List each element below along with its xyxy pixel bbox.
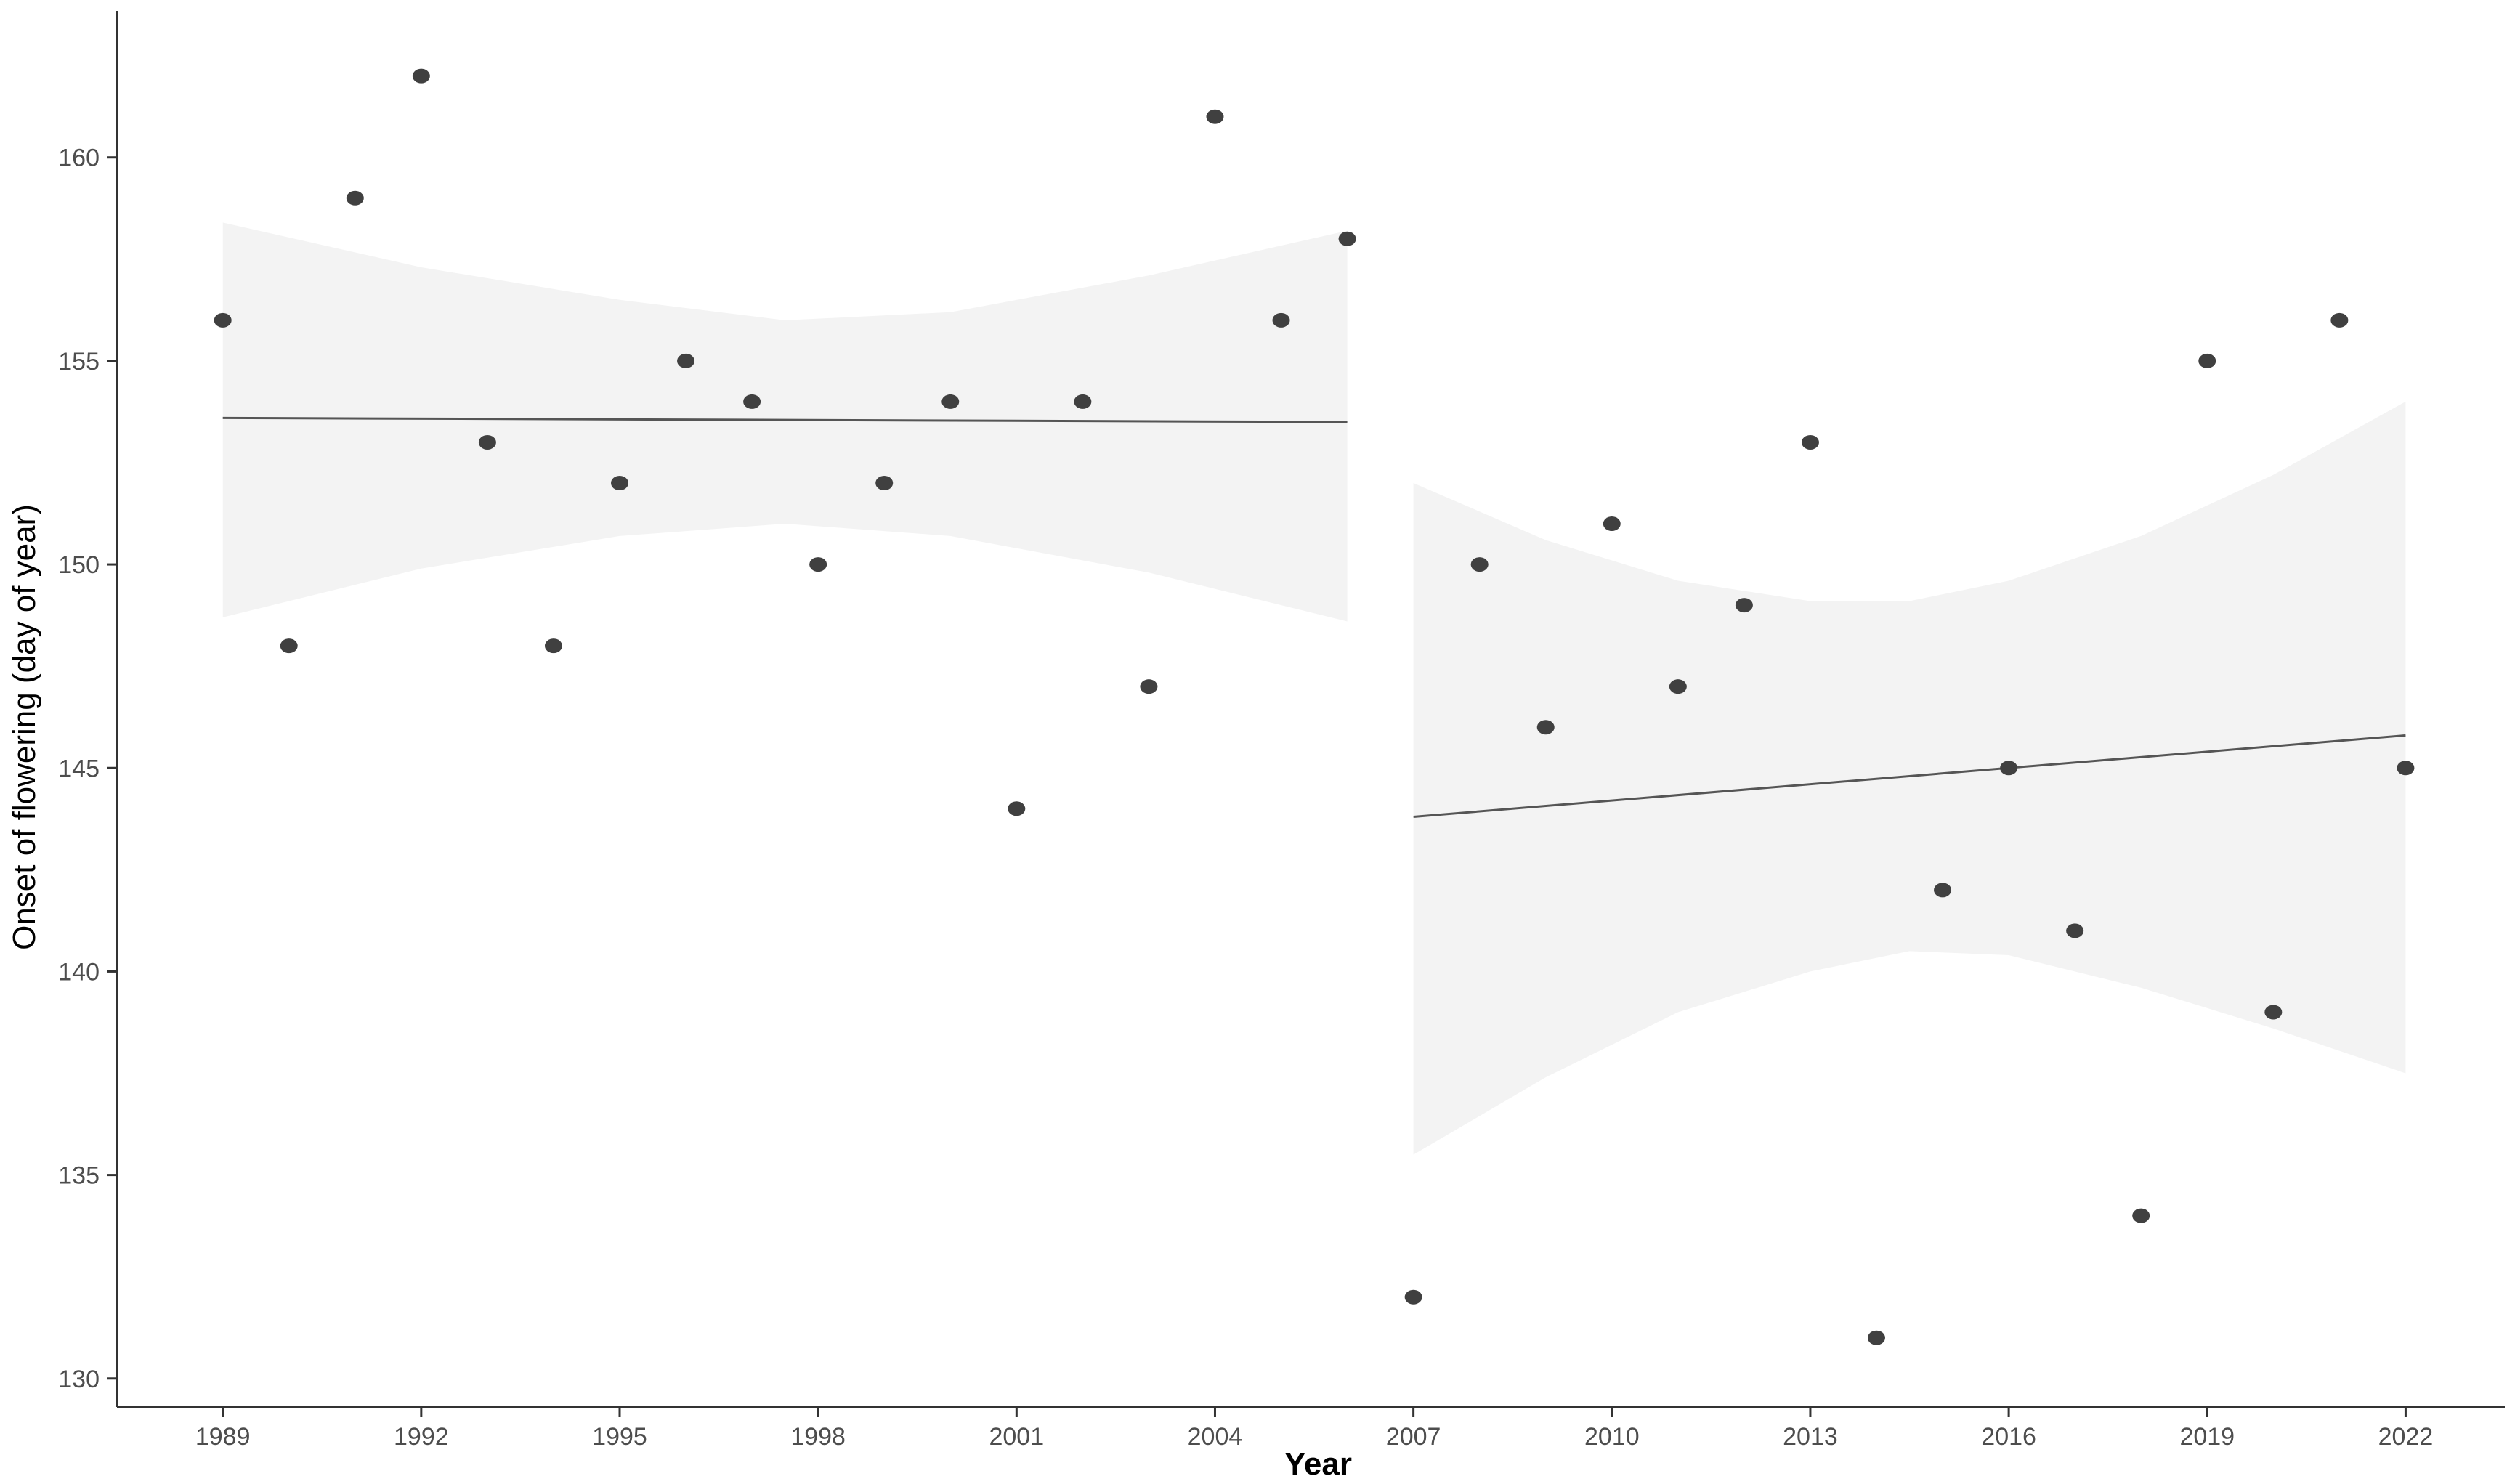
x-tick-label: 2022: [2378, 1423, 2434, 1451]
data-point: [809, 557, 827, 572]
confidence-band-2: [1413, 401, 2406, 1155]
y-tick-label: 140: [58, 958, 100, 986]
data-point: [875, 476, 894, 491]
data-point: [2066, 923, 2084, 938]
data-point: [743, 394, 761, 409]
y-axis-title: Onset of flowering (day of year): [7, 504, 42, 950]
data-point: [1206, 109, 1224, 124]
data-point: [1868, 1330, 1885, 1345]
data-point: [1338, 231, 1356, 246]
y-tick-label: 145: [58, 755, 100, 782]
data-point: [1404, 1289, 1422, 1305]
data-point: [2397, 761, 2415, 776]
data-point: [677, 353, 695, 368]
data-point: [214, 312, 232, 328]
x-tick-label: 2013: [1783, 1423, 1838, 1451]
data-point: [478, 434, 496, 450]
trend-lines: [222, 416, 2406, 818]
y-tick-label: 155: [58, 348, 100, 376]
data-point: [544, 638, 562, 654]
data-point: [2000, 761, 2018, 776]
data-point: [1536, 720, 1555, 735]
data-points: [214, 68, 2415, 1345]
data-point: [412, 68, 430, 84]
y-tick-label: 150: [58, 551, 100, 579]
x-tick-label: 2016: [1981, 1423, 2036, 1451]
x-tick-label: 2001: [989, 1423, 1044, 1451]
x-tick-label: 1995: [592, 1423, 647, 1451]
data-point: [1603, 516, 1621, 532]
data-point: [611, 476, 628, 491]
x-axis-title: Year: [1284, 1446, 1352, 1482]
y-tick-label: 135: [58, 1162, 100, 1190]
data-point: [941, 394, 960, 409]
x-axis-ticks: 1989 1992 1995 1998 2001 2004 2007 2010 2013 2016…: [195, 1407, 2433, 1451]
data-point: [1669, 679, 1687, 694]
data-point: [2264, 1005, 2283, 1020]
data-point: [1074, 394, 1092, 409]
data-point: [1801, 434, 1819, 450]
trend-line-2: [1413, 734, 2406, 818]
x-tick-label: 1989: [195, 1423, 251, 1451]
y-axis-ticks: 130 135 140 145 150 155 160: [58, 145, 117, 1393]
data-point: [1470, 557, 1489, 572]
data-point: [280, 638, 298, 654]
x-tick-label: 1998: [790, 1423, 846, 1451]
data-point: [1735, 598, 1753, 613]
x-tick-label: 2019: [2179, 1423, 2235, 1451]
confidence-bands: [222, 222, 2406, 1155]
data-point: [1272, 312, 1290, 328]
x-tick-label: 2004: [1188, 1423, 1243, 1451]
y-tick-label: 160: [58, 145, 100, 172]
data-point: [1140, 679, 1158, 694]
y-tick-label: 130: [58, 1366, 100, 1393]
data-point: [1008, 801, 1026, 816]
trend-line-1: [222, 416, 1348, 423]
data-point: [2198, 353, 2216, 368]
x-tick-label: 2010: [1584, 1423, 1640, 1451]
x-tick-label: 1992: [394, 1423, 449, 1451]
data-point: [2330, 312, 2349, 328]
x-tick-label: 2007: [1386, 1423, 1441, 1451]
data-point: [1934, 883, 1952, 898]
data-point: [2132, 1208, 2150, 1223]
confidence-band-1: [222, 222, 1348, 622]
data-point: [346, 190, 364, 206]
